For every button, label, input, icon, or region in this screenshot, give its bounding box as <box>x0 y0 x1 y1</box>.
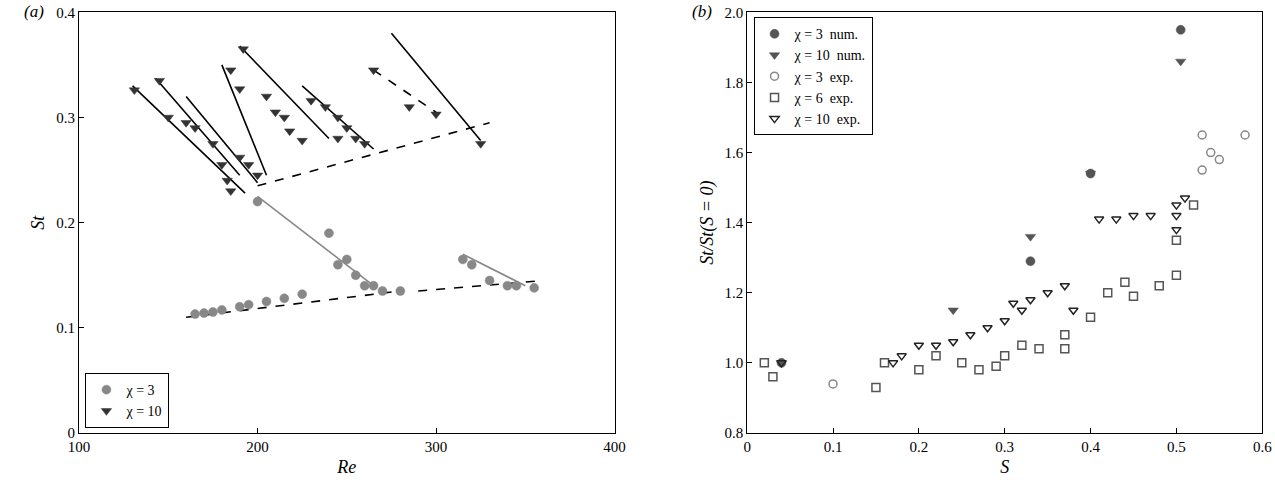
svg-text:χ = 3 num.: χ = 3 num. <box>794 27 859 42</box>
svg-text:0.1: 0.1 <box>824 439 843 455</box>
svg-text:0.2: 0.2 <box>56 215 75 231</box>
svg-text:(b): (b) <box>692 2 712 21</box>
svg-text:0.3: 0.3 <box>995 439 1014 455</box>
svg-text:0.8: 0.8 <box>724 425 743 441</box>
svg-text:χ = 10: χ = 10 <box>125 404 161 419</box>
svg-text:0.6: 0.6 <box>1253 439 1272 455</box>
svg-text:0.3: 0.3 <box>56 110 75 126</box>
svg-text:χ = 3 exp.: χ = 3 exp. <box>794 70 854 85</box>
svg-text:2.0: 2.0 <box>724 5 743 21</box>
svg-text:0: 0 <box>743 439 751 455</box>
svg-text:St: St <box>28 215 48 230</box>
svg-text:0.1: 0.1 <box>56 320 75 336</box>
svg-text:200: 200 <box>246 439 269 455</box>
svg-text:1.0: 1.0 <box>724 355 743 371</box>
svg-text:1.2: 1.2 <box>724 285 743 301</box>
svg-text:1.6: 1.6 <box>724 145 743 161</box>
svg-text:χ = 6 exp.: χ = 6 exp. <box>794 91 854 106</box>
svg-text:St/St(S = 0): St/St(S = 0) <box>697 181 718 265</box>
svg-text:0.4: 0.4 <box>56 5 75 21</box>
svg-text:S: S <box>1000 457 1009 477</box>
svg-text:100: 100 <box>68 439 91 455</box>
svg-text:0.5: 0.5 <box>1167 439 1186 455</box>
svg-text:χ = 10 num.: χ = 10 num. <box>794 48 866 63</box>
svg-text:Re: Re <box>336 457 356 477</box>
svg-text:1.4: 1.4 <box>724 215 743 231</box>
svg-text:300: 300 <box>425 439 448 455</box>
svg-text:0.4: 0.4 <box>1081 439 1100 455</box>
svg-text:0.2: 0.2 <box>909 439 928 455</box>
svg-text:(a): (a) <box>24 2 44 21</box>
svg-text:χ = 10 exp.: χ = 10 exp. <box>794 112 861 127</box>
svg-text:400: 400 <box>603 439 626 455</box>
svg-text:χ = 3: χ = 3 <box>125 383 154 398</box>
svg-text:1.8: 1.8 <box>724 75 743 91</box>
svg-text:0: 0 <box>68 425 76 441</box>
